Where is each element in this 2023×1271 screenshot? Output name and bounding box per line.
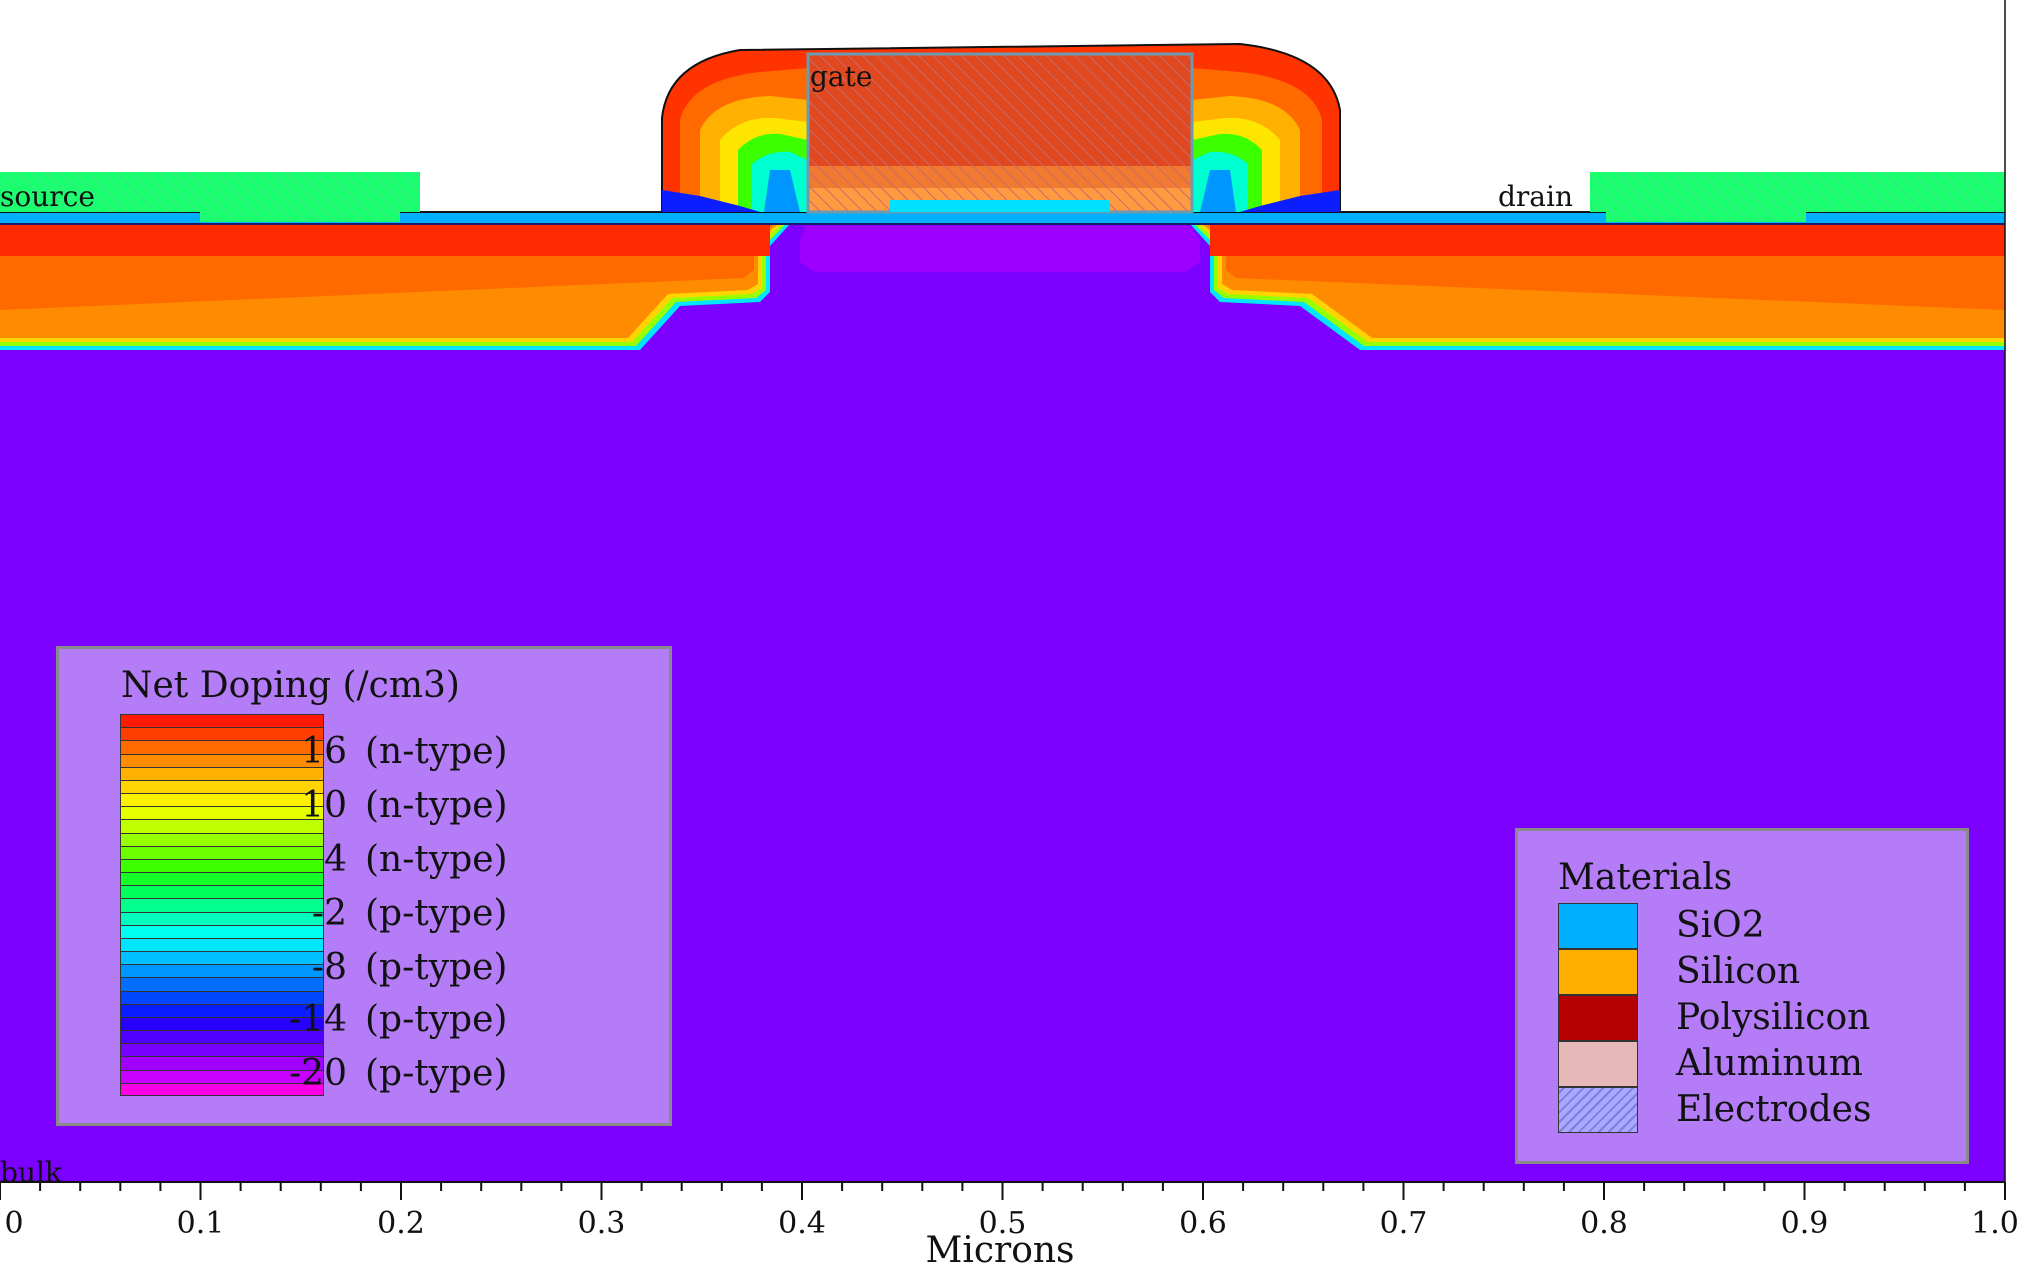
doping-scale-entry: -14 (p-type): [289, 999, 507, 1040]
source-label: source: [0, 180, 95, 213]
material-label: SiO2: [1676, 905, 1765, 946]
net-doping-legend-title: Net Doping (/cm3): [121, 665, 460, 706]
doping-color-band: [121, 1057, 323, 1071]
material-label: Silicon: [1676, 951, 1801, 992]
x-tick-label: 0: [4, 1206, 24, 1241]
doping-color-band: [121, 978, 323, 992]
x-axis-title: Microns: [925, 1230, 1075, 1271]
x-tick-label: 0.6: [1179, 1206, 1227, 1241]
doping-value: -20: [289, 1053, 347, 1094]
net-doping-legend: Net Doping (/cm3) 16 (n-type) 10 (n-type) 4 (…: [56, 646, 672, 1126]
doping-type: (p-type): [365, 893, 508, 934]
doping-color-band: [121, 820, 323, 834]
doping-color-band: [121, 952, 323, 966]
drain-label: drain: [1498, 180, 1573, 213]
doping-scale-entry: -8 (p-type): [289, 947, 508, 988]
doping-type: (p-type): [365, 947, 508, 988]
doping-color-band: [121, 938, 323, 953]
doping-value: -2: [311, 893, 347, 934]
x-tick-label: 0.4: [778, 1206, 826, 1241]
doping-color-band: [121, 715, 323, 729]
material-label: Polysilicon: [1676, 997, 1871, 1038]
doping-color-band: [121, 1031, 323, 1045]
material-swatch: [1558, 949, 1638, 995]
materials-legend-title: Materials: [1558, 857, 1733, 898]
material-label: Electrodes: [1676, 1089, 1872, 1130]
x-tick-label: 1.0: [1971, 1206, 2019, 1241]
doping-color-band: [121, 794, 323, 808]
doping-scale-entry: 4 (n-type): [289, 839, 508, 880]
doping-type: (n-type): [365, 731, 508, 772]
doping-type: (p-type): [365, 1053, 508, 1094]
material-swatch: [1558, 1087, 1638, 1133]
doping-scale-entry: 16 (n-type): [289, 731, 508, 772]
doping-value: 16: [301, 731, 347, 772]
doping-value: 10: [301, 785, 347, 826]
doping-color-band: [121, 859, 323, 874]
doping-value: -14: [289, 999, 347, 1040]
material-swatch: [1558, 1041, 1638, 1087]
doping-value: 4: [324, 839, 347, 880]
x-tick-label: 0.2: [377, 1206, 425, 1241]
x-tick-label: 0.3: [577, 1206, 626, 1241]
x-tick-label: 0.7: [1379, 1206, 1428, 1241]
doping-color-band: [121, 1044, 323, 1058]
x-tick-label: 0.9: [1780, 1206, 1829, 1241]
doping-color-band: [121, 1017, 323, 1032]
x-axis: [0, 1181, 2006, 1200]
doping-color-band: [121, 741, 323, 755]
x-tick-label: 0.8: [1580, 1206, 1628, 1241]
x-tick-label: 0.1: [176, 1206, 225, 1241]
doping-color-band: [121, 833, 323, 847]
drain-diffusion: [1190, 224, 2005, 350]
doping-color-band: [121, 1004, 323, 1018]
material-label: Aluminum: [1676, 1043, 1863, 1084]
doping-color-band: [121, 912, 323, 926]
doping-color-band: [121, 767, 323, 781]
material-swatch: [1558, 903, 1638, 949]
doping-type: (n-type): [365, 785, 508, 826]
doping-scale-entry: -20 (p-type): [289, 1053, 507, 1094]
gate-label: gate: [810, 60, 873, 93]
doping-color-band: [121, 991, 323, 1005]
bulk-label: bulk: [0, 1156, 62, 1189]
x-tick-label: 0.5: [978, 1206, 1027, 1241]
doping-color-band: [121, 1083, 323, 1095]
doping-color-band: [121, 1070, 323, 1084]
doping-color-band: [121, 873, 323, 887]
doping-color-band: [121, 754, 323, 768]
doping-type: (n-type): [365, 839, 508, 880]
materials-legend: Materials SiO2 Silicon Polysilicon Aluminum…: [1515, 828, 1969, 1164]
doping-color-scale: [120, 714, 324, 1096]
doping-color-band: [121, 965, 323, 979]
channel-region: [800, 226, 1200, 272]
doping-color-band: [121, 728, 323, 742]
doping-scale-entry: -2 (p-type): [289, 893, 508, 934]
source-diffusion: [0, 224, 790, 350]
doping-color-band: [121, 925, 323, 939]
gate-oxide: [0, 212, 2005, 224]
doping-color-band: [121, 780, 323, 795]
doping-color-band: [121, 807, 323, 821]
doping-color-band: [121, 846, 323, 860]
doping-color-band: [121, 886, 323, 900]
doping-type: (p-type): [365, 999, 508, 1040]
doping-value: -8: [311, 947, 347, 988]
doping-scale-entry: 10 (n-type): [289, 785, 508, 826]
doping-color-band: [121, 899, 323, 913]
material-swatch: [1558, 995, 1638, 1041]
